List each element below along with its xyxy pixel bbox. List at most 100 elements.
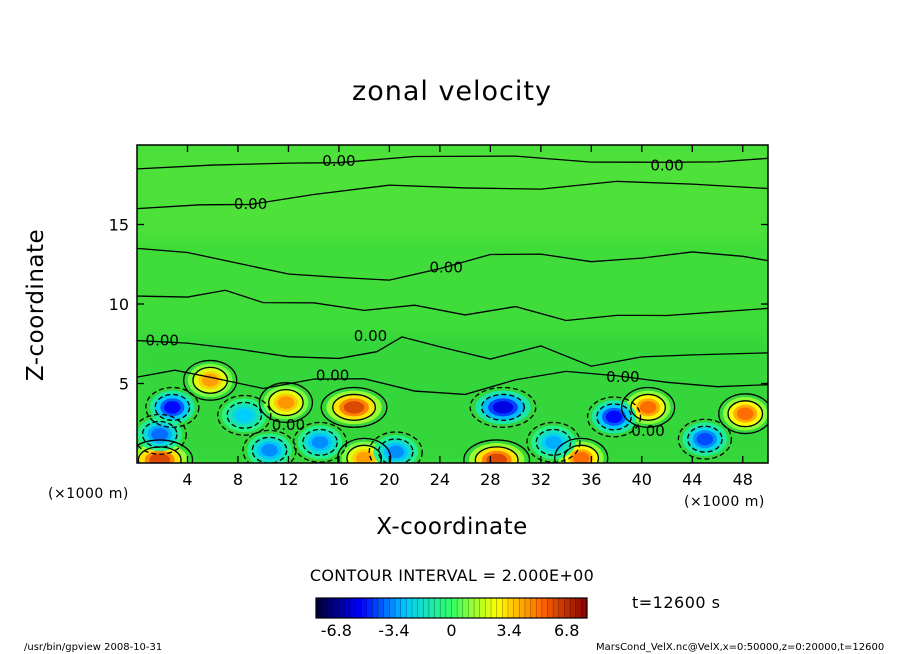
velocity-field <box>137 145 768 463</box>
colorbar-cell-0 <box>316 598 323 618</box>
contour-ring-4-1 <box>192 366 229 394</box>
colorbar-tick-4: 6.8 <box>554 621 579 640</box>
contour-ring-14-0 <box>368 431 423 463</box>
contour-ring-14-1 <box>377 438 414 463</box>
colorbar-cell-14 <box>395 598 402 618</box>
contour-ring-6-0 <box>463 439 531 463</box>
colorbar-cell-44 <box>564 598 571 618</box>
y-ticks: 5 10 15 <box>109 216 768 394</box>
contour-ring-10-1 <box>596 403 632 431</box>
footer-right: MarsCond_VelX.nc@VelX,x=0:50000,z=0:2000… <box>596 642 885 653</box>
colorbar-tick-2: 0 <box>446 621 456 640</box>
x-tick-label-7: 32 <box>531 470 551 489</box>
extremum-17 <box>297 425 343 460</box>
contour-ring-15-1 <box>251 436 288 463</box>
contour-ring-18-0 <box>217 394 272 436</box>
contour-ring-13-1 <box>141 420 178 448</box>
contour-ring-12-0 <box>677 418 733 460</box>
contour-line-3 <box>137 289 768 322</box>
colorbar-cell-30 <box>485 598 492 618</box>
x-unit-left: (×1000 m) <box>48 486 129 502</box>
x-tick-label-8: 36 <box>581 470 601 489</box>
colorbar-cell-21 <box>434 598 441 618</box>
contour-ring-8-1 <box>346 444 383 463</box>
contour-ring-1-0 <box>258 382 314 424</box>
contour-ring-13-0 <box>137 413 187 455</box>
x-tick-label-6: 28 <box>480 470 500 489</box>
extremum-15 <box>247 433 292 463</box>
colorbar-cell-41 <box>547 598 554 618</box>
x-tick-label-10: 44 <box>682 470 702 489</box>
colorbar-cell-34 <box>507 598 515 618</box>
x-tick-label-9: 40 <box>632 470 652 489</box>
contour-label-6: 0.00 <box>316 367 349 385</box>
contour-line-0 <box>137 155 768 170</box>
contour-ring-16-0 <box>526 421 581 463</box>
colorbar-cell-27 <box>468 598 475 618</box>
contour-label-8: 0.00 <box>272 416 305 434</box>
colorbar-cell-46 <box>575 598 582 618</box>
colorbar-cell-20 <box>428 598 436 618</box>
chart-title: zonal velocity <box>352 76 552 107</box>
contour-line-2 <box>137 247 768 281</box>
contour-ring-4-0 <box>183 359 238 401</box>
contour-label-3: 0.00 <box>429 258 462 276</box>
colorbar-cell-28 <box>474 598 481 618</box>
colorbar-frame <box>315 597 588 619</box>
contour-ring-18-1 <box>226 401 263 429</box>
x-tick-label-1: 8 <box>233 470 243 489</box>
contour-ring-9-1 <box>481 393 525 421</box>
contour-ring-2-1 <box>630 393 666 421</box>
colorbar-cell-29 <box>479 598 486 618</box>
extremum-10 <box>591 400 637 434</box>
contour-ring-7-0 <box>554 437 609 463</box>
contour-line-5 <box>137 369 768 396</box>
contour-label-7: 0.00 <box>606 368 639 386</box>
colorbar-cell-17 <box>411 598 419 618</box>
colorbar-cell-35 <box>513 598 520 618</box>
contour-ring-12-1 <box>687 425 723 453</box>
colorbar-tick-3: 3.4 <box>496 621 521 640</box>
x-tick-label-5: 24 <box>430 470 450 489</box>
extremum-16 <box>531 425 576 460</box>
colorbar: -6.8 -3.4 0 3.4 6.8 <box>315 597 588 640</box>
colorbar-cell-42 <box>553 598 560 618</box>
extremum-4 <box>187 363 233 398</box>
contour-line-1 <box>137 180 768 210</box>
contour-ring-2-0 <box>620 386 676 428</box>
y-tick-label-2: 15 <box>109 216 129 235</box>
y-tick-label-0: 5 <box>119 375 129 394</box>
contour-label-1: 0.00 <box>650 157 683 175</box>
contour-label-0: 0.00 <box>322 152 355 170</box>
x-unit-right: (×1000 m) <box>684 494 765 510</box>
colorbar-cell-36 <box>519 598 526 618</box>
contour-ring-0-0 <box>320 386 388 428</box>
colorbar-cell-25 <box>457 598 464 618</box>
time-label: t=12600 s <box>632 593 721 612</box>
colorbar-cell-24 <box>451 598 458 618</box>
extremum-12 <box>682 422 728 456</box>
upper-layer <box>137 145 768 241</box>
colorbar-cell-11 <box>378 598 385 618</box>
x-tick-label-2: 12 <box>278 470 298 489</box>
colorbar-cell-22 <box>440 598 447 618</box>
colorbar-cell-31 <box>491 598 498 618</box>
colorbar-cell-16 <box>406 598 413 618</box>
colorbar-cell-26 <box>462 598 469 618</box>
extremum-2 <box>625 390 671 425</box>
lower-layer <box>137 335 768 463</box>
x-ticks: 4 8 12 16 20 24 28 32 36 40 44 48 <box>182 145 753 489</box>
colorbar-cell-32 <box>496 598 503 618</box>
colorbar-cell-9 <box>366 598 373 618</box>
x-tick-label-4: 20 <box>379 470 399 489</box>
extremum-13 <box>137 417 183 452</box>
colorbar-cell-1 <box>321 598 328 618</box>
contour-ring-5-0 <box>137 439 194 463</box>
contour-ring-5-1 <box>137 446 182 463</box>
extremum-18 <box>221 398 267 433</box>
extremum-6 <box>468 443 525 463</box>
extremum-11 <box>149 390 195 425</box>
contour-ring-3-1 <box>727 400 764 428</box>
colorbar-cell-7 <box>355 598 362 618</box>
